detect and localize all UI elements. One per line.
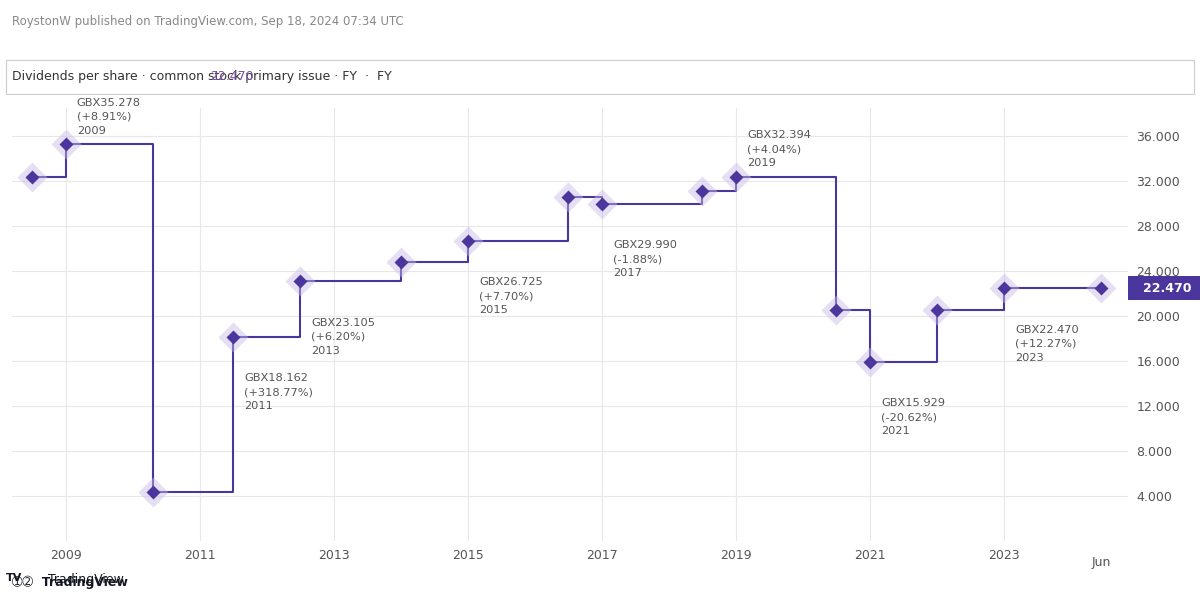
Text: Jun: Jun [1092,556,1111,569]
Text: GBX23.105
(+6.20%)
2013: GBX23.105 (+6.20%) 2013 [311,318,376,356]
Text: GBX15.929
(-20.62%)
2021: GBX15.929 (-20.62%) 2021 [881,398,946,436]
Text: GBX18.162
(+318.77%)
2011: GBX18.162 (+318.77%) 2011 [245,373,313,411]
Text: 22.470: 22.470 [1142,282,1192,295]
Text: RoystonW published on TradingView.com, Sep 18, 2024 07:34 UTC: RoystonW published on TradingView.com, S… [12,15,403,28]
Text: GBX29.990
(-1.88%)
2017: GBX29.990 (-1.88%) 2017 [613,240,677,278]
Text: TradingView: TradingView [48,573,124,587]
Text: 22.470: 22.470 [210,70,253,83]
Text: TV: TV [6,573,23,584]
Text: GBX35.278
(+8.91%)
2009: GBX35.278 (+8.91%) 2009 [77,97,140,136]
Text: Dividends per share · common stock primary issue · FY  ·  FY: Dividends per share · common stock prima… [12,70,400,83]
Text: GBX26.725
(+7.70%)
2015: GBX26.725 (+7.70%) 2015 [479,277,542,315]
Text: ➀➁  TradingView: ➀➁ TradingView [12,576,128,589]
Text: GBX32.394
(+4.04%)
2019: GBX32.394 (+4.04%) 2019 [748,130,811,168]
Text: GBX22.470
(+12.27%)
2023: GBX22.470 (+12.27%) 2023 [1015,325,1079,363]
